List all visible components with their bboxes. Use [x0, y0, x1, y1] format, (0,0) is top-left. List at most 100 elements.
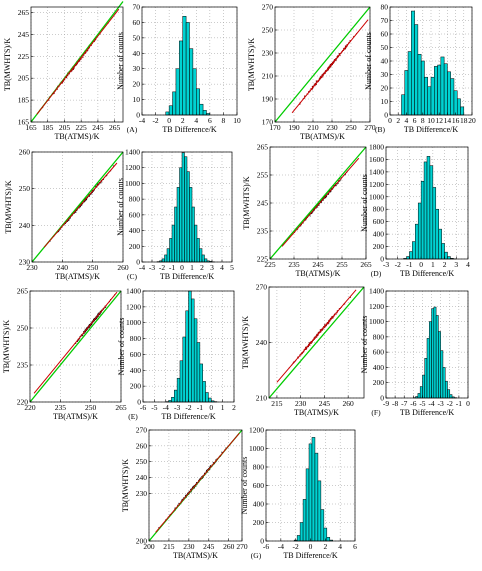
histogram-bar [414, 24, 419, 116]
histogram-bar [426, 156, 431, 260]
panel-label: (F) [371, 408, 381, 417]
y-tick-label: 0 [136, 111, 140, 120]
scatter-point [72, 68, 75, 71]
scatter-point [335, 60, 337, 62]
histogram-bar [176, 187, 180, 263]
histogram-bar [427, 86, 432, 116]
y-axis-label: TB(MWHTS)/K [121, 459, 130, 513]
histogram-bar [420, 180, 425, 260]
histogram-bar [161, 258, 165, 263]
histogram-bar [174, 206, 178, 263]
x-tick-label: 265 [115, 403, 127, 412]
x-tick-label: 4 [220, 263, 224, 272]
x-tick-label: 165 [25, 123, 37, 132]
x-tick-label: 5 [230, 263, 234, 272]
plot-frame [29, 290, 122, 403]
x-axis-label: TB(ATMS)/K [296, 269, 341, 278]
histogram-bar [204, 258, 208, 263]
fit-line [291, 19, 369, 114]
panel-B-scatter: 170 190 210 230 250 270 170 190 210 230 250 270 TB(A… [247, 3, 376, 142]
x-axis-label: TB(ATMS)/K [173, 551, 218, 560]
panel-label: (C) [127, 272, 138, 281]
histogram-bar [460, 106, 465, 116]
y-tick-label: 270 [136, 426, 148, 435]
histogram-bar [417, 202, 422, 260]
histogram-bar [433, 306, 437, 399]
x-tick-label: -1 [456, 399, 462, 408]
panel-D-scatter: 225 235 245 255 265 225 235 245 255 265 TB(ATMS)/K… [242, 143, 372, 279]
x-tick-label: 4 [194, 116, 198, 125]
y-axis-label: Number of counts [240, 457, 249, 515]
x-tick-label: 10 [427, 116, 435, 125]
histogram-bar [182, 16, 187, 116]
plot-frame [31, 151, 124, 263]
x-tick-label: 4 [466, 260, 470, 269]
y-tick-label: 1000 [369, 317, 384, 326]
x-tick-label: 2 [232, 403, 236, 412]
histogram-bar [314, 452, 319, 542]
scatter-point [335, 185, 337, 187]
x-tick-label: 245 [92, 123, 104, 132]
x-tick-label: 2 [443, 260, 447, 269]
x-tick-label: -2 [159, 263, 165, 272]
y-tick-label: 230 [262, 49, 274, 58]
x-tick-label: 245 [319, 399, 331, 408]
fit-line [33, 291, 118, 394]
x-tick-label: 18 [460, 116, 468, 125]
x-tick-label: 4 [405, 116, 409, 125]
histogram-bar [450, 78, 455, 116]
x-tick-label: -9 [383, 399, 389, 408]
x-tick-label: 250 [345, 123, 357, 132]
y-tick-label: 1400 [369, 167, 384, 176]
y-tick-label: 255 [257, 171, 269, 180]
reference-line [274, 6, 371, 123]
panel-C-scatter: 230 240 250 260 230 240 250 260 TB(ATMS)/K TB(MWH… [4, 148, 129, 282]
x-tick-label: 2 [396, 116, 400, 125]
plot-frame [385, 290, 469, 399]
x-axis-label: TB(ATMS)/K [294, 408, 339, 417]
y-axis-label: TB(MWHTS)/K [3, 38, 12, 92]
x-tick-label: 230 [326, 123, 338, 132]
histogram-bar [179, 167, 183, 263]
x-tick-label: 240 [57, 263, 69, 272]
x-tick-label: 0 [419, 260, 423, 269]
scatter-point [68, 219, 70, 221]
y-tick-label: 265 [17, 287, 29, 296]
scatter-point [101, 181, 103, 183]
plot-frame [148, 429, 243, 542]
y-tick-label: 200 [253, 518, 265, 527]
histogram-bar [438, 331, 441, 399]
x-tick-label: 235 [55, 403, 67, 412]
y-axis-label: Number of counts [116, 178, 125, 236]
y-tick-label: 800 [253, 463, 265, 472]
y-tick-label: 250 [136, 457, 148, 466]
histogram-bar [438, 228, 442, 260]
y-tick-label: 400 [253, 500, 265, 509]
histogram-bar [201, 254, 205, 263]
y-tick-label: 30 [133, 64, 141, 73]
y-axis-label: Number of counts [360, 316, 369, 374]
y-tick-label: 0 [380, 394, 384, 403]
y-axis-label: Number of counts [116, 32, 125, 90]
x-tick-label: 230 [183, 542, 195, 551]
y-tick-label: 20 [381, 84, 389, 93]
histogram-bar [435, 208, 439, 260]
y-tick-label: 0 [136, 258, 140, 267]
histogram-bar [440, 56, 445, 116]
y-axis-label: Number of counts [364, 32, 373, 90]
y-tick-label: 240 [256, 338, 268, 347]
histogram-bar [311, 437, 316, 542]
scatter-point [81, 57, 83, 59]
y-tick-label: 225 [18, 52, 30, 61]
x-tick-label: -1 [406, 260, 412, 269]
fit-line [155, 432, 240, 533]
y-tick-label: 1200 [249, 426, 264, 435]
scatter-point [209, 465, 211, 467]
histogram-bar [417, 393, 421, 399]
x-tick-label: 10 [233, 116, 241, 125]
x-tick-label: -4 [163, 403, 169, 412]
scatter-point [316, 336, 318, 338]
x-tick-label: 270 [364, 123, 376, 132]
y-tick-label: 250 [19, 184, 31, 193]
